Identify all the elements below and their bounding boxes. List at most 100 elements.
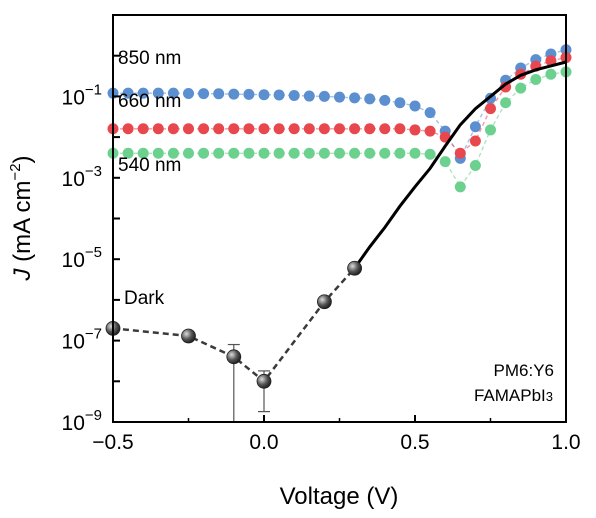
point-660nm — [454, 147, 466, 159]
dark-solid-curve — [353, 60, 567, 270]
point-850nm — [334, 91, 345, 103]
point-540nm — [213, 147, 225, 159]
point-540nm — [545, 68, 557, 80]
point-dark — [316, 294, 332, 310]
point-540nm — [137, 147, 149, 159]
series-layer — [105, 44, 572, 422]
point-850nm — [424, 107, 436, 119]
point-660nm — [122, 123, 134, 135]
y-tick-label: 10−9 — [62, 407, 102, 435]
point-540nm — [349, 147, 361, 159]
point-540nm — [243, 147, 255, 159]
point-660nm — [349, 123, 361, 135]
point-dark — [256, 373, 272, 389]
point-540nm — [228, 147, 240, 159]
point-540nm — [379, 147, 391, 159]
point-850nm — [198, 88, 210, 100]
point-660nm — [273, 123, 285, 135]
point-850nm — [469, 121, 481, 133]
point-850nm — [303, 90, 315, 102]
label-660nm: 660 nm — [118, 91, 181, 112]
point-850nm — [273, 89, 285, 101]
point-540nm — [439, 156, 451, 168]
point-850nm — [122, 87, 134, 99]
point-660nm — [409, 124, 421, 136]
point-660nm — [545, 55, 557, 67]
point-540nm — [198, 147, 210, 159]
point-540nm — [152, 147, 164, 159]
point-660nm — [424, 125, 436, 137]
point-850nm — [243, 88, 255, 100]
point-660nm — [485, 103, 496, 115]
point-540nm — [409, 147, 421, 159]
point-dark — [226, 349, 242, 365]
point-850nm — [379, 94, 391, 106]
point-540nm — [469, 160, 481, 172]
y-tick-label: 10−3 — [62, 163, 102, 191]
point-540nm — [303, 147, 315, 159]
point-850nm — [228, 88, 240, 100]
x-tick-label: 0.0 — [249, 431, 278, 454]
point-540nm — [485, 124, 496, 136]
point-660nm — [198, 123, 210, 135]
label-dark: Dark — [124, 288, 165, 309]
point-660nm — [258, 123, 270, 135]
point-540nm — [500, 97, 512, 109]
point-540nm — [454, 181, 466, 193]
point-660nm — [318, 123, 330, 135]
point-540nm — [318, 147, 330, 159]
annotation-pm6y6: PM6:Y6 — [494, 361, 554, 380]
point-850nm — [318, 90, 330, 102]
y-axis-title: J (mA cm−2) — [7, 155, 36, 281]
point-660nm — [152, 123, 164, 135]
point-660nm — [303, 123, 315, 135]
x-tick-label: −0.5 — [92, 431, 133, 454]
point-850nm — [394, 97, 406, 109]
point-660nm — [243, 123, 255, 135]
y-tick-label: 10−5 — [62, 244, 102, 272]
point-540nm — [394, 147, 406, 159]
point-850nm — [137, 87, 149, 99]
y-tick-label: 10−1 — [62, 81, 102, 109]
point-540nm — [515, 82, 527, 94]
point-660nm — [167, 123, 179, 135]
point-660nm — [469, 135, 481, 147]
dark-dashed-line — [112, 267, 356, 384]
x-tick-label: 1.0 — [551, 431, 580, 454]
x-axis-title: Voltage (V) — [280, 483, 399, 510]
point-660nm — [394, 123, 406, 135]
point-660nm — [213, 123, 225, 135]
point-660nm — [288, 123, 300, 135]
label-540nm: 540 nm — [118, 155, 181, 176]
point-660nm — [364, 123, 376, 135]
point-850nm — [409, 100, 421, 112]
point-540nm — [530, 74, 542, 86]
point-660nm — [137, 123, 149, 135]
point-660nm — [379, 123, 391, 135]
label-850nm: 850 nm — [118, 48, 181, 69]
y-tick-label: 10−7 — [62, 326, 102, 354]
point-540nm — [334, 147, 345, 159]
point-540nm — [183, 147, 194, 159]
point-850nm — [364, 93, 376, 105]
point-dark — [347, 260, 363, 276]
point-850nm — [349, 92, 361, 104]
point-850nm — [183, 87, 194, 99]
point-540nm — [424, 148, 436, 160]
point-660nm — [228, 123, 240, 135]
point-540nm — [167, 147, 179, 159]
point-850nm — [213, 88, 225, 100]
point-540nm — [122, 147, 134, 159]
point-850nm — [152, 87, 164, 99]
point-850nm — [258, 89, 270, 101]
point-540nm — [288, 147, 300, 159]
axis-layer: −0.5 0.0 0.5 1.0 10−1 10−3 10−5 10−7 10−9 — [62, 14, 581, 454]
point-850nm — [167, 87, 179, 99]
point-660nm — [183, 123, 194, 135]
point-660nm — [334, 123, 345, 135]
point-dark — [181, 328, 196, 344]
annotation-famapbi3: FAMAPbI3 — [474, 386, 553, 405]
point-540nm — [364, 147, 376, 159]
point-660nm — [500, 81, 512, 93]
